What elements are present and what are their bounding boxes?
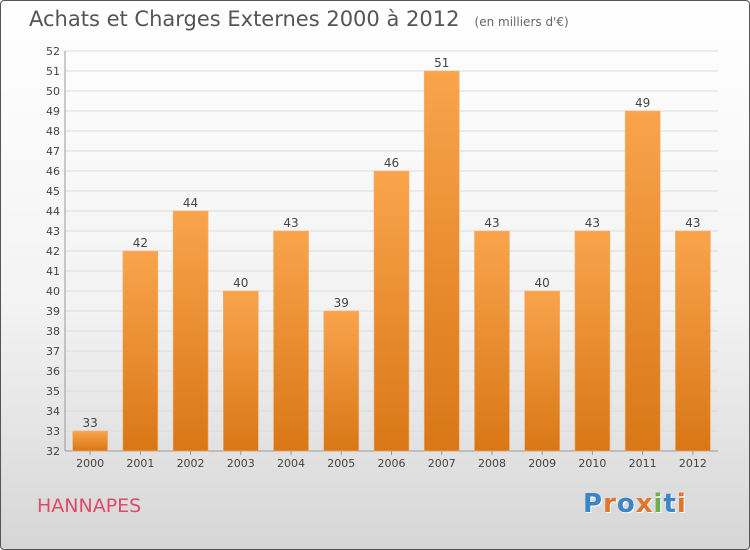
x-tick-label: 2001 bbox=[126, 457, 154, 470]
bar bbox=[223, 290, 259, 452]
bar bbox=[122, 250, 159, 452]
y-tick-label: 43 bbox=[46, 225, 60, 238]
y-tick-label: 52 bbox=[46, 45, 60, 58]
x-tick-label: 2000 bbox=[76, 457, 104, 470]
bar bbox=[373, 170, 410, 452]
data-label: 43 bbox=[585, 216, 600, 230]
bar bbox=[474, 230, 510, 452]
y-tick-label: 45 bbox=[46, 185, 60, 198]
chart-title: Achats et Charges Externes 2000 à 2012 bbox=[29, 7, 460, 31]
data-label: 51 bbox=[434, 56, 449, 70]
y-tick-label: 39 bbox=[46, 305, 60, 318]
data-label: 44 bbox=[183, 196, 198, 210]
data-label: 40 bbox=[233, 276, 248, 290]
x-tick-label: 2011 bbox=[629, 457, 657, 470]
y-tick-label: 35 bbox=[46, 385, 60, 398]
logo-letter: i bbox=[676, 489, 687, 519]
proxiti-logo[interactable]: Proxiti bbox=[583, 489, 687, 519]
logo-letter: r bbox=[603, 489, 617, 519]
bar bbox=[524, 290, 560, 452]
y-tick-label: 50 bbox=[46, 85, 60, 98]
bars bbox=[72, 70, 711, 452]
y-tick-label: 33 bbox=[46, 425, 60, 438]
logo-letter: P bbox=[583, 489, 604, 519]
data-label: 43 bbox=[283, 216, 298, 230]
x-tick-label: 2010 bbox=[578, 457, 606, 470]
place-name: HANNAPES bbox=[37, 495, 142, 517]
x-tick-label: 2007 bbox=[428, 457, 456, 470]
y-tick-label: 41 bbox=[46, 265, 60, 278]
data-label: 40 bbox=[535, 276, 550, 290]
x-tick-label: 2012 bbox=[679, 457, 707, 470]
data-label: 42 bbox=[133, 236, 148, 250]
logo-letter: t bbox=[663, 489, 677, 519]
bar bbox=[624, 110, 661, 452]
y-tick-label: 44 bbox=[46, 205, 60, 218]
y-tick-label: 37 bbox=[46, 345, 60, 358]
x-tick-label: 2008 bbox=[478, 457, 506, 470]
y-tick-label: 32 bbox=[46, 445, 60, 458]
bar bbox=[323, 310, 360, 452]
y-tick-label: 38 bbox=[46, 325, 60, 338]
data-label: 39 bbox=[334, 296, 349, 310]
data-label: 46 bbox=[384, 156, 399, 170]
x-tick-label: 2003 bbox=[227, 457, 255, 470]
x-tick-label: 2002 bbox=[177, 457, 205, 470]
data-label: 49 bbox=[635, 96, 650, 110]
bar bbox=[72, 430, 108, 452]
x-tick-label: 2004 bbox=[277, 457, 305, 470]
y-tick-label: 46 bbox=[46, 165, 60, 178]
y-tick-label: 49 bbox=[46, 105, 60, 118]
y-tick-label: 47 bbox=[46, 145, 60, 158]
title-row: Achats et Charges Externes 2000 à 2012 (… bbox=[29, 7, 569, 31]
y-axis: 32 33 34 35 36 37 38 39 40 41 42 43 44 45 46 47 48 49 50 51… bbox=[46, 45, 718, 458]
data-label: 43 bbox=[484, 216, 499, 230]
y-tick-label: 48 bbox=[46, 125, 60, 138]
bar bbox=[273, 230, 309, 452]
x-tick-label: 2009 bbox=[528, 457, 556, 470]
bar bbox=[675, 230, 711, 452]
chart-subtitle: (en milliers d'€) bbox=[474, 15, 569, 29]
y-tick-label: 40 bbox=[46, 285, 60, 298]
x-tick-label: 2006 bbox=[378, 457, 406, 470]
bar bbox=[574, 230, 611, 452]
logo-letter: x bbox=[635, 489, 654, 519]
data-label: 43 bbox=[685, 216, 700, 230]
y-tick-label: 42 bbox=[46, 245, 60, 258]
logo-letter: i bbox=[653, 489, 664, 519]
logo-letter: o bbox=[616, 489, 636, 519]
x-axis: 2000 2001 2002 2003 2004 2005 2006 2007 2008 2009… bbox=[76, 451, 707, 470]
bar bbox=[172, 210, 209, 452]
y-tick-label: 51 bbox=[46, 65, 60, 78]
x-tick-label: 2005 bbox=[327, 457, 355, 470]
y-tick-label: 36 bbox=[46, 365, 60, 378]
y-tick-label: 34 bbox=[46, 405, 60, 418]
bar bbox=[423, 70, 460, 452]
data-label: 33 bbox=[82, 416, 97, 430]
data-labels: 33 42 44 40 43 39 46 51 43 40 43 49 43 bbox=[82, 56, 700, 430]
